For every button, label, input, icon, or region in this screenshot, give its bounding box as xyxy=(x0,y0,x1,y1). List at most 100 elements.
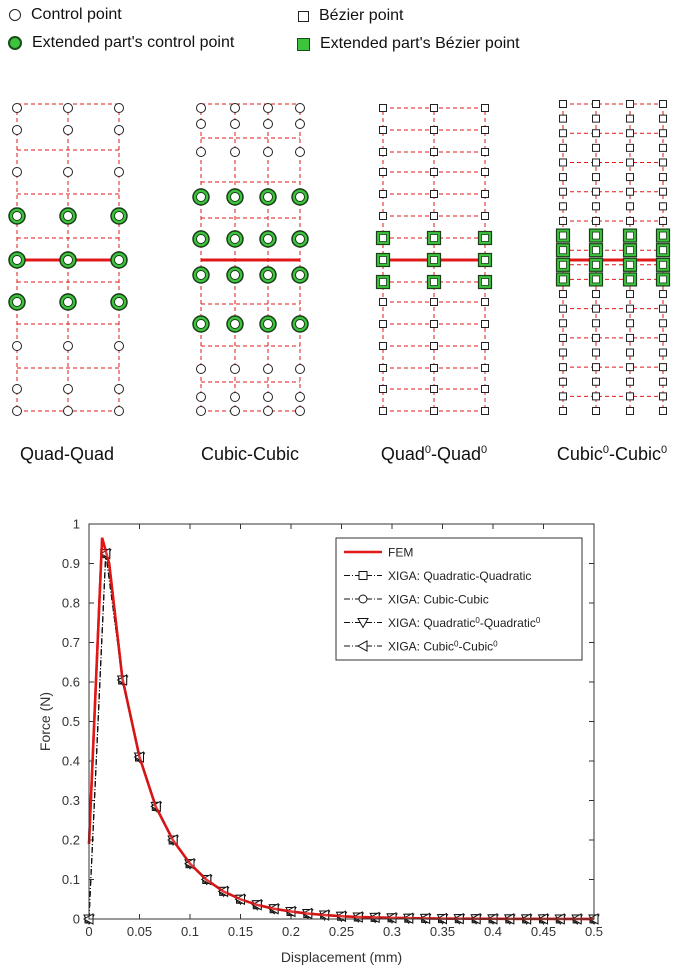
bezier-point xyxy=(430,148,438,156)
bezier-point xyxy=(592,407,600,415)
bezier-point xyxy=(659,363,667,372)
control-point xyxy=(63,125,73,135)
bezier-point xyxy=(481,190,489,198)
bezier-point xyxy=(592,129,600,138)
bezier-point xyxy=(626,377,634,386)
bezier-point xyxy=(659,187,667,196)
bezier-point xyxy=(659,129,667,138)
extended-bezier-point-inner xyxy=(659,231,667,240)
bezier-point xyxy=(626,290,634,299)
control-point xyxy=(230,147,240,157)
data-point-triangle-down xyxy=(357,618,369,629)
bezier-point xyxy=(592,100,600,108)
bezier-point xyxy=(481,385,489,393)
bezier-point xyxy=(379,407,387,415)
data-point-circle xyxy=(358,594,368,604)
extended-bezier-point-inner xyxy=(430,234,438,242)
bezier-point xyxy=(592,114,600,123)
mesh-label-sup: 0 xyxy=(424,444,432,456)
y-tick-label: 0.2 xyxy=(62,833,80,848)
bezier-point xyxy=(559,348,567,357)
bezier-point xyxy=(430,364,438,372)
extended-control-point-inner xyxy=(196,270,206,280)
y-tick-label: 0.4 xyxy=(62,754,80,769)
bezier-point xyxy=(559,290,567,299)
bezier-point xyxy=(379,298,387,306)
force-displacement-chart: 0 0.05 0.1 0.15 0.2 0.25 0.3 0.35 0.4 0.45 0.5 0 0.1… xyxy=(37,517,603,966)
bezier-point xyxy=(559,173,567,182)
x-tick-label: 0.25 xyxy=(329,924,354,939)
extended-bezier-point-inner xyxy=(481,278,489,286)
bezier-point xyxy=(626,363,634,372)
legend-label: XIGA: Cubic-Cubic xyxy=(388,593,489,607)
extended-control-point-inner xyxy=(63,255,73,265)
extended-bezier-point-inner xyxy=(659,260,667,269)
control-point xyxy=(12,341,22,351)
extended-bezier-point-icon xyxy=(297,37,310,51)
control-point xyxy=(196,406,206,416)
extended-control-point-inner xyxy=(230,270,240,280)
extended-bezier-point-inner xyxy=(626,275,634,284)
bezier-point xyxy=(379,126,387,134)
bezier-point xyxy=(481,168,489,176)
bezier-point xyxy=(559,114,567,123)
bezier-point xyxy=(430,298,438,306)
bezier-point xyxy=(659,304,667,313)
control-point xyxy=(114,384,124,394)
extended-bezier-point-inner xyxy=(626,246,634,255)
bezier-point xyxy=(626,333,634,342)
bezier-point xyxy=(626,319,634,328)
extended-control-point-inner xyxy=(196,234,206,244)
bezier-point xyxy=(379,385,387,393)
y-tick-label: 0.9 xyxy=(62,556,80,571)
extended-bezier-point-inner xyxy=(379,256,387,264)
legend-ext-control-point-label: Extended part's control point xyxy=(32,34,235,51)
control-point-icon xyxy=(9,9,21,21)
x-tick-label: 0.4 xyxy=(484,924,502,939)
legend-control-point-label: Control point xyxy=(31,6,122,23)
x-tick-label: 0.3 xyxy=(383,924,401,939)
legend-entry-0: FEM xyxy=(344,546,413,560)
bezier-point xyxy=(481,342,489,350)
bezier-point xyxy=(592,158,600,167)
bezier-point xyxy=(659,319,667,328)
control-point xyxy=(230,103,240,113)
control-point xyxy=(295,364,305,374)
legend-label: XIGA: Quadratic-Quadratic xyxy=(388,569,531,583)
bezier-point xyxy=(592,290,600,299)
extended-bezier-point-inner xyxy=(559,275,567,284)
bezier-point xyxy=(592,392,600,401)
control-point xyxy=(12,406,22,416)
extended-bezier-point-inner xyxy=(659,246,667,255)
legend-entry-1: XIGA: Quadratic-Quadratic xyxy=(344,569,531,583)
extended-bezier-point-inner xyxy=(379,278,387,286)
bezier-point xyxy=(430,168,438,176)
bezier-point xyxy=(430,212,438,220)
bezier-point xyxy=(659,158,667,167)
control-point xyxy=(263,392,273,402)
legend-ext-control-point: Extended part's control point xyxy=(8,34,234,52)
bezier-point xyxy=(659,202,667,211)
control-point xyxy=(114,341,124,351)
control-point xyxy=(12,103,22,113)
control-point xyxy=(263,406,273,416)
bezier-point xyxy=(559,129,567,138)
bezier-point xyxy=(626,216,634,225)
bezier-point xyxy=(481,104,489,112)
extended-control-point-inner xyxy=(196,319,206,329)
bezier-point xyxy=(481,148,489,156)
extended-control-point-inner xyxy=(295,234,305,244)
bezier-point xyxy=(559,333,567,342)
y-tick-label: 0 xyxy=(73,912,80,927)
control-point xyxy=(295,103,305,113)
bezier-point xyxy=(559,304,567,313)
mesh-panel-quad-quad xyxy=(8,103,128,416)
bezier-point xyxy=(430,190,438,198)
bezier-point xyxy=(430,407,438,415)
bezier-point xyxy=(379,104,387,112)
bezier-point xyxy=(430,126,438,134)
bezier-point xyxy=(626,202,634,211)
bezier-point xyxy=(481,212,489,220)
bezier-point xyxy=(592,202,600,211)
y-tick-label: 0.5 xyxy=(62,714,80,729)
